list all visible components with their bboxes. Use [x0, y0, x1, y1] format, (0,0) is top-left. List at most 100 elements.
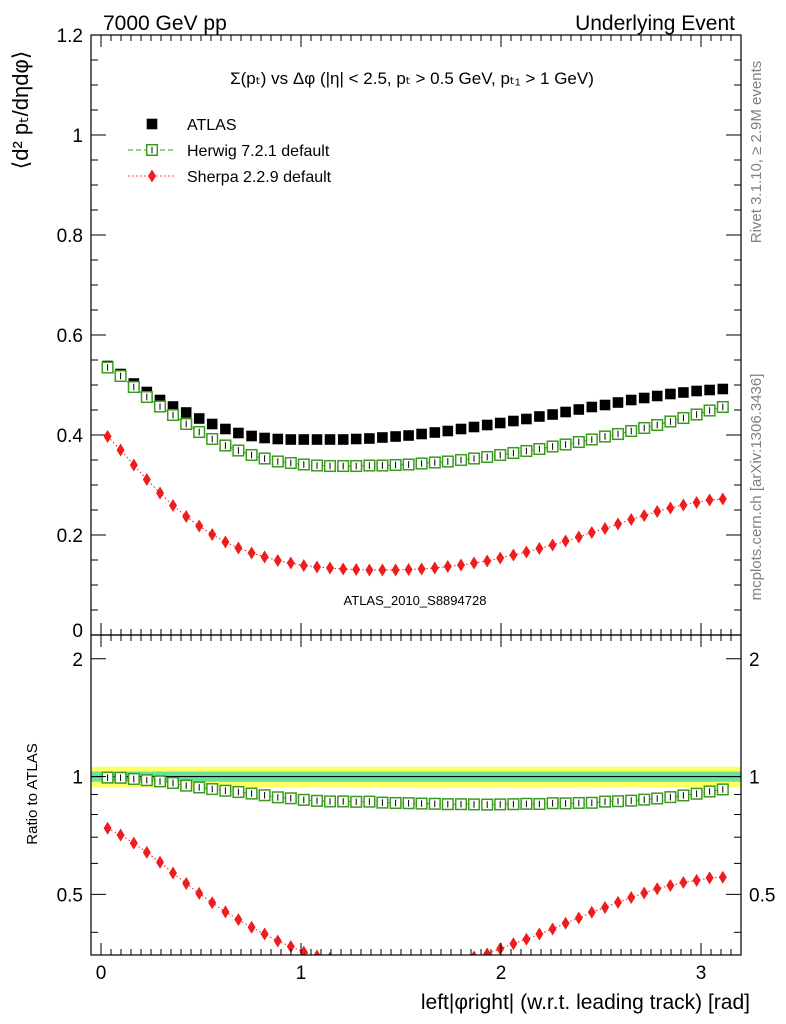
ratio-point-1	[483, 947, 492, 955]
point-0	[246, 430, 257, 442]
point-2	[692, 496, 701, 509]
ratio-point-1	[679, 876, 688, 890]
point-2	[404, 563, 413, 576]
legend-label: Sherpa 2.2.9 default	[187, 169, 332, 186]
ratio-point-1	[535, 927, 544, 941]
ratio-point-1	[471, 950, 477, 955]
point-2	[378, 563, 387, 577]
point-0	[285, 434, 297, 445]
ratio-point-1	[286, 939, 295, 953]
ratio-point-1	[378, 959, 386, 972]
point-0	[403, 430, 414, 441]
y-tick-label: 1.2	[57, 26, 83, 47]
point-0	[638, 392, 650, 404]
point-0	[665, 388, 676, 400]
point-2	[299, 559, 308, 572]
ratio-point-1	[574, 911, 583, 925]
point-2	[286, 556, 295, 570]
point-2	[339, 562, 348, 576]
point-2	[129, 458, 138, 472]
ratio-y-axis-label: Ratio to ATLAS	[24, 743, 41, 844]
point-2	[103, 430, 112, 443]
point-2	[182, 510, 191, 523]
ratio-point-1	[365, 958, 373, 971]
ratio-point-1	[614, 895, 622, 909]
legend-marker	[148, 169, 156, 183]
point-0	[154, 394, 166, 406]
point-2	[653, 505, 662, 518]
point-0	[350, 433, 362, 445]
ratio-plot-panel: 0.5 0.5 1 1 2 2 0 1 2 3 Ratio to ATLAS left|φright|…	[24, 634, 775, 1014]
ratio-point-1	[328, 951, 332, 955]
ratio-y-tick-label-right: 2	[749, 650, 760, 671]
ratio-y-tick-label-right: 0.5	[749, 885, 775, 906]
point-0	[481, 419, 493, 431]
ratio-point-1	[195, 886, 204, 900]
main-y-axis-label: ⟨d² pₜ/dηdφ⟩	[8, 51, 33, 170]
analysis-watermark: ATLAS_2010_S8894728	[344, 593, 487, 608]
ratio-point-1	[392, 960, 400, 973]
point-0	[599, 399, 611, 411]
ratio-y-tick-label: 2	[72, 650, 83, 671]
point-2	[601, 522, 609, 535]
point-0	[494, 417, 506, 429]
point-0	[416, 428, 427, 440]
point-0	[259, 432, 270, 444]
x-tick-label: 1	[296, 963, 307, 984]
ratio-point-1	[666, 878, 675, 892]
ratio-point-1	[182, 877, 191, 891]
point-0	[651, 390, 663, 402]
x-axis-label: left|φright| (w.r.t. leading track) [rad…	[421, 991, 750, 1014]
ratio-point-1	[208, 896, 217, 910]
point-2	[483, 554, 492, 568]
point-0	[678, 387, 689, 398]
ratio-plot-frame	[90, 634, 742, 956]
main-plot-title: Σ(pₜ) vs Δφ (|η| < 2.5, pₜ > 0.5 GeV, pₜ…	[230, 69, 594, 88]
point-2	[614, 517, 622, 531]
point-0	[625, 394, 637, 406]
point-0	[704, 384, 715, 396]
point-2	[273, 554, 282, 567]
legend-label: Herwig 7.2.1 default	[187, 143, 330, 160]
point-2	[666, 501, 675, 515]
point-2	[548, 538, 557, 552]
point-2	[365, 563, 374, 577]
point-2	[679, 498, 688, 512]
point-0	[612, 397, 624, 408]
y-tick-label: 0	[72, 621, 83, 642]
point-2	[195, 519, 204, 533]
rivet-version-label: Rivet 3.1.10, ≥ 2.9M events	[748, 61, 765, 244]
point-0	[272, 433, 284, 445]
header-right: Underlying Event	[575, 12, 735, 35]
point-2	[496, 551, 505, 565]
point-2	[509, 548, 518, 562]
point-2	[313, 560, 321, 574]
point-2	[260, 550, 269, 564]
ratio-point-1	[234, 913, 243, 927]
ratio-point-1	[313, 949, 321, 955]
point-2	[169, 499, 177, 512]
ratio-point-1	[601, 900, 609, 914]
ratio-y-tick-label: 1	[72, 768, 83, 789]
ratio-points	[101, 771, 729, 973]
point-0	[547, 409, 558, 420]
ratio-point-1	[509, 937, 518, 951]
point-0	[180, 407, 192, 418]
point-2	[352, 563, 361, 576]
legend-label: ATLAS	[187, 117, 237, 134]
point-2	[142, 473, 151, 486]
ratio-point-1	[156, 855, 164, 869]
point-2	[457, 558, 465, 572]
point-0	[364, 433, 375, 444]
ratio-point-1	[405, 960, 413, 973]
point-2	[443, 560, 452, 573]
mcplots-reference-label: mcplots.cern.ch [arXiv:1306.3436]	[748, 374, 765, 601]
ratio-point-1	[627, 890, 636, 904]
point-0	[586, 401, 598, 413]
point-0	[691, 385, 702, 397]
point-2	[574, 530, 583, 544]
point-2	[561, 534, 570, 548]
y-tick-label: 1	[72, 126, 83, 147]
ratio-point-1	[522, 932, 531, 946]
point-2	[417, 562, 426, 576]
